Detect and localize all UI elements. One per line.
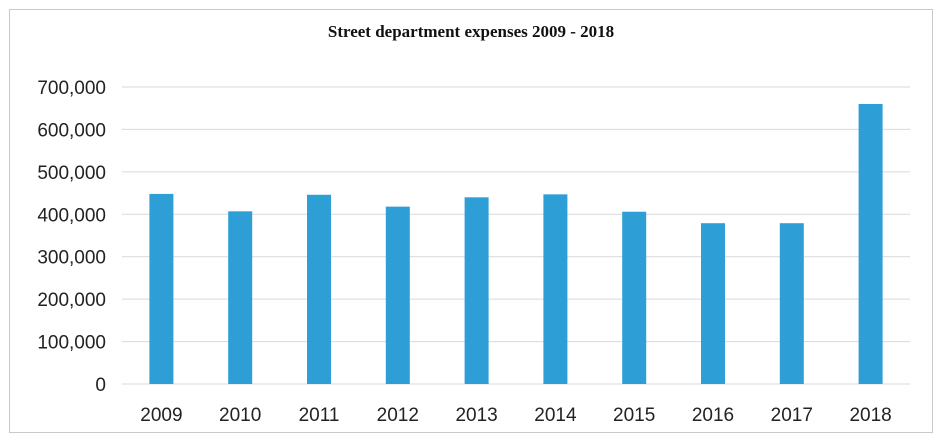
y-axis-tick-labels: 0 100,000 200,000 300,000 400,000 500,000 600,…	[37, 78, 106, 396]
bar-2016	[701, 223, 725, 384]
bar-2010	[228, 211, 253, 384]
x-tick-label-2014: 2014	[534, 405, 577, 426]
x-tick-label-2010: 2010	[219, 405, 261, 426]
y-tick-label: 400,000	[37, 205, 106, 226]
x-tick-label-2015: 2015	[613, 405, 655, 426]
bar-2017	[779, 223, 804, 384]
bar-2018	[858, 103, 883, 384]
y-tick-label: 200,000	[37, 290, 106, 311]
bar-2009	[149, 193, 174, 384]
bar-2011	[307, 194, 331, 384]
bar-2015	[622, 211, 647, 384]
bar-2012	[385, 206, 410, 384]
x-tick-label-2011: 2011	[299, 405, 340, 426]
chart-title: Street department expenses 2009 - 2018	[327, 22, 615, 41]
bars	[149, 103, 883, 384]
y-tick-label: 600,000	[37, 120, 106, 141]
x-tick-label-2018: 2018	[849, 405, 891, 426]
x-tick-label-2013: 2013	[455, 405, 497, 426]
y-tick-label: 0	[95, 375, 106, 396]
y-tick-label: 500,000	[37, 163, 106, 184]
x-tick-label-2012: 2012	[377, 405, 419, 426]
y-tick-label: 700,000	[37, 78, 106, 99]
bar-2014	[543, 194, 568, 384]
bar-2013	[464, 197, 489, 384]
y-tick-label: 100,000	[37, 333, 106, 354]
grid-lines	[122, 86, 910, 385]
x-axis-tick-labels: 2009 2010 2011 2012 2013 2014 2015 2016 2017 2018	[140, 405, 891, 426]
x-tick-label-2017: 2017	[771, 405, 813, 426]
x-tick-label-2016: 2016	[692, 405, 734, 426]
y-tick-label: 300,000	[37, 248, 106, 269]
x-tick-label-2009: 2009	[140, 405, 182, 426]
